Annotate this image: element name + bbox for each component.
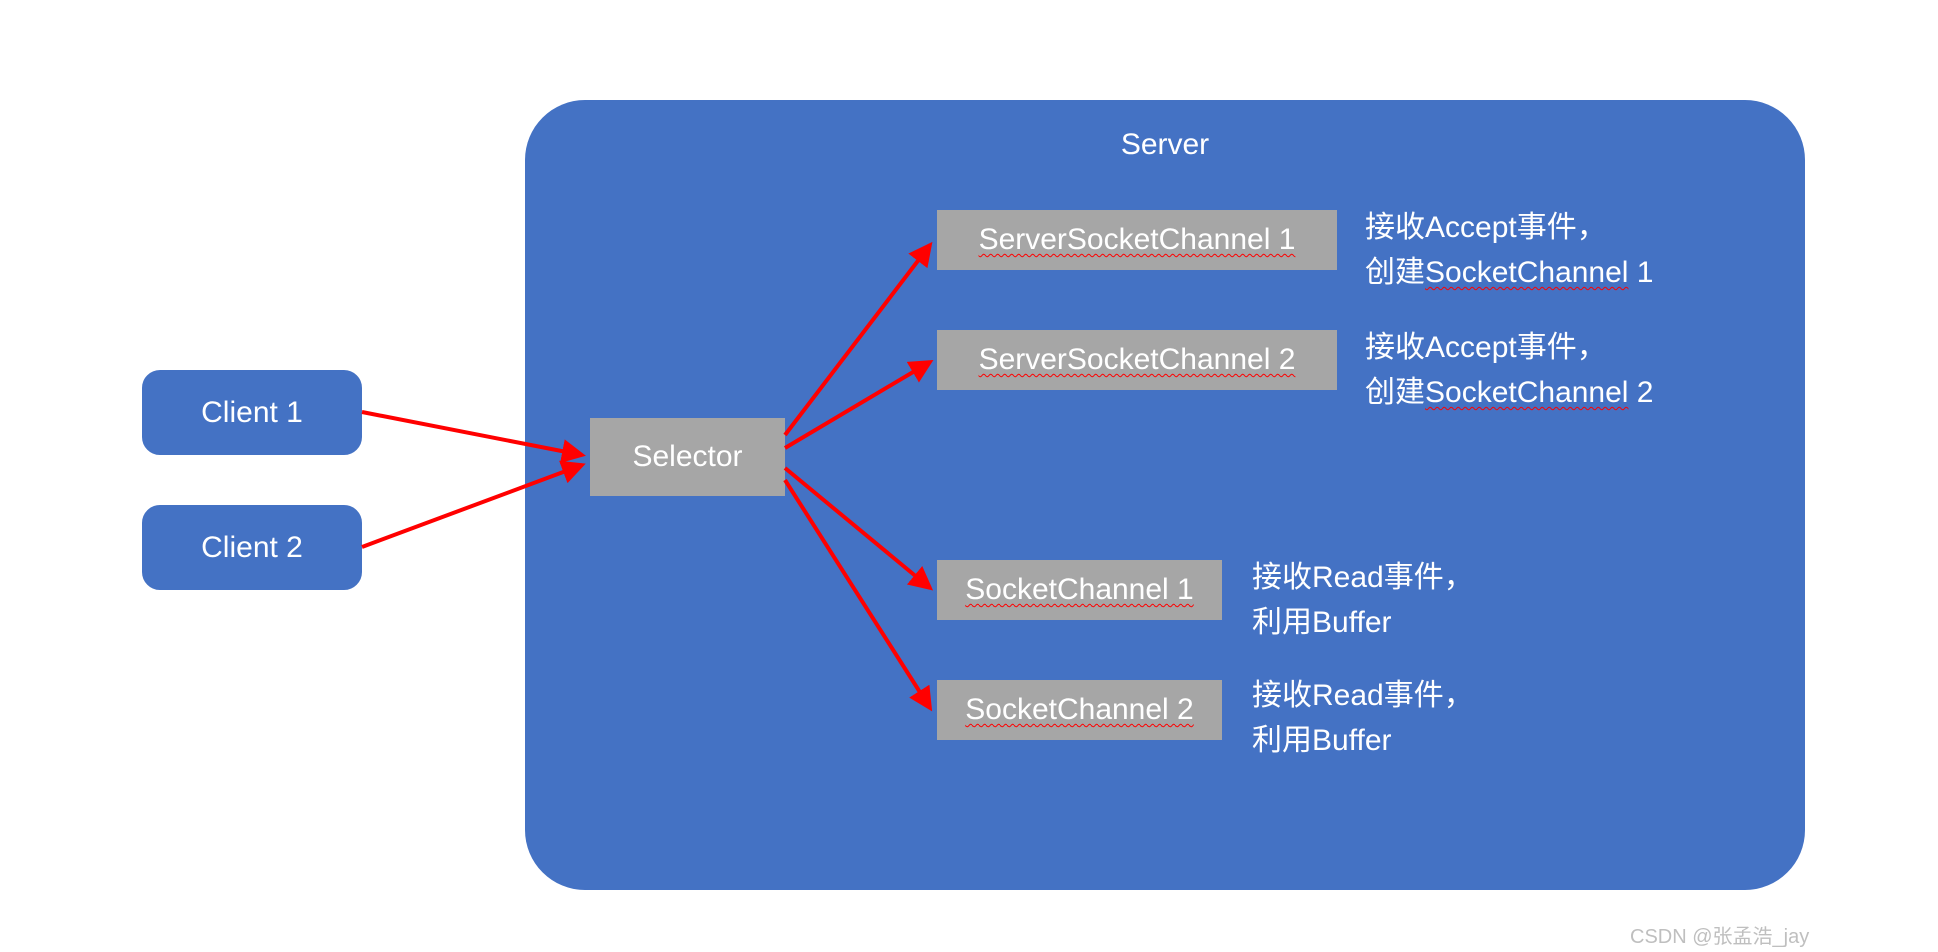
annotation-3-line1: 接收Read事件， [1252, 555, 1474, 600]
selector-label: Selector [632, 440, 742, 474]
socket-channel-2: SocketChannel 2 [937, 680, 1222, 740]
socket-channel-1: SocketChannel 1 [937, 560, 1222, 620]
selector-box: Selector [590, 418, 785, 496]
annotation-3: 接收Read事件， 利用Buffer [1252, 555, 1474, 645]
annotation-2-line1: 接收Accept事件， [1365, 325, 1654, 370]
client-2-box: Client 2 [142, 505, 362, 590]
watermark: CSDN @张孟浩_jay [1630, 920, 1809, 949]
annotation-2-line2: 创建SocketChannel 2 [1365, 370, 1654, 415]
server-title: Server [525, 128, 1805, 162]
sc2-label: SocketChannel 2 [965, 693, 1194, 727]
annotation-4: 接收Read事件， 利用Buffer [1252, 673, 1474, 763]
client-1-label: Client 1 [201, 396, 303, 430]
annotation-4-line1: 接收Read事件， [1252, 673, 1474, 718]
annotation-1: 接收Accept事件， 创建SocketChannel 1 [1365, 205, 1654, 295]
annotation-2: 接收Accept事件， 创建SocketChannel 2 [1365, 325, 1654, 415]
annotation-3-line2: 利用Buffer [1252, 600, 1474, 645]
server-socket-channel-2: ServerSocketChannel 2 [937, 330, 1337, 390]
diagram-canvas: Client 1 Client 2 Server Selector Server… [0, 0, 1938, 952]
client-2-label: Client 2 [201, 531, 303, 565]
annotation-1-line2: 创建SocketChannel 1 [1365, 250, 1654, 295]
annotation-4-line2: 利用Buffer [1252, 718, 1474, 763]
ssc1-label: ServerSocketChannel 1 [979, 223, 1296, 257]
sc1-label: SocketChannel 1 [965, 573, 1194, 607]
annotation-1-line1: 接收Accept事件， [1365, 205, 1654, 250]
ssc2-label: ServerSocketChannel 2 [979, 343, 1296, 377]
client-1-box: Client 1 [142, 370, 362, 455]
server-socket-channel-1: ServerSocketChannel 1 [937, 210, 1337, 270]
